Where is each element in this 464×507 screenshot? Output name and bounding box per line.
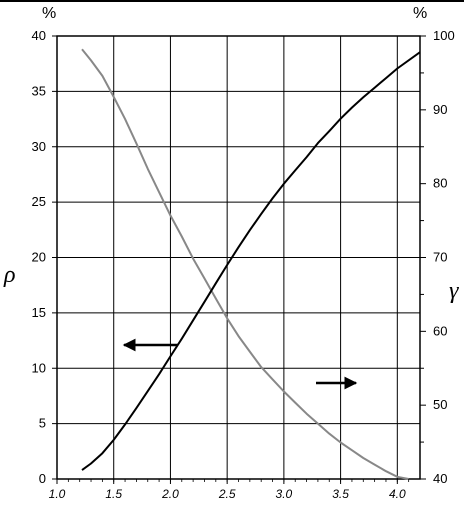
left-axis-ticks: 0 5 10 15 20 25 30 35 40 <box>32 28 57 486</box>
x-axis-ticks: 1.0 1.5 2.0 2.5 3.0 3.5 4.0 <box>49 479 410 501</box>
left-tick-label: 30 <box>32 139 46 154</box>
left-tick-label: 25 <box>32 194 46 209</box>
x-tick-label: 3.5 <box>332 487 349 501</box>
right-tick-label: 80 <box>433 176 447 191</box>
x-tick-label: 4.0 <box>389 487 406 501</box>
grid <box>57 36 420 479</box>
left-axis-symbol: ρ <box>3 262 16 288</box>
left-axis-unit: % <box>42 5 56 22</box>
rho-series-line <box>81 48 409 480</box>
right-axis-unit: % <box>413 5 427 22</box>
x-tick-label: 3.0 <box>276 487 293 501</box>
left-tick-label: 5 <box>39 416 46 431</box>
right-tick-label: 50 <box>433 397 447 412</box>
right-tick-label: 100 <box>433 28 455 43</box>
axis-indicator-arrows <box>122 338 358 390</box>
right-axis-ticks: 40 50 60 70 80 90 100 <box>420 28 455 486</box>
right-tick-label: 60 <box>433 323 447 338</box>
x-tick-label: 2.0 <box>161 487 179 501</box>
right-tick-label: 40 <box>433 471 447 486</box>
left-tick-label: 20 <box>32 250 46 265</box>
left-tick-label: 15 <box>32 305 46 320</box>
right-axis-symbol: γ <box>449 278 459 304</box>
series-group <box>81 48 421 480</box>
right-tick-label: 90 <box>433 102 447 117</box>
right-tick-label: 70 <box>433 250 447 265</box>
gamma-series-line <box>81 51 421 471</box>
plot-frame <box>0 0 464 480</box>
left-tick-label: 35 <box>32 83 46 98</box>
left-tick-label: 10 <box>32 360 46 375</box>
x-tick-label: 1.5 <box>105 487 122 501</box>
left-tick-label: 40 <box>32 28 46 43</box>
x-tick-label: 2.5 <box>218 487 236 501</box>
left-tick-label: 0 <box>39 471 46 486</box>
x-tick-label: 1.0 <box>49 487 66 501</box>
